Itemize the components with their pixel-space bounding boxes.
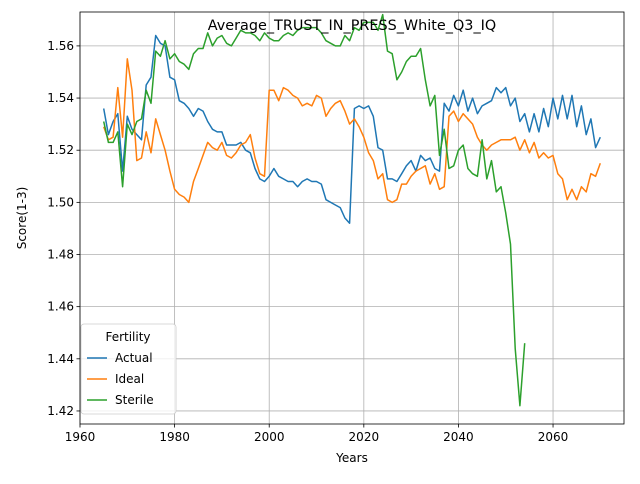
plot-frame <box>79 11 625 425</box>
y-tick-label: 1.48 <box>47 248 74 262</box>
y-tick-label: 1.56 <box>47 39 74 53</box>
y-tick-label: 1.46 <box>47 300 74 314</box>
x-tick-label: 1980 <box>159 430 190 444</box>
y-tick-label: 1.50 <box>47 195 74 209</box>
axis-ticks: 1960 1980 2000 2020 2040 2060 1.42 1.44 1.46 1.48… <box>47 39 568 444</box>
legend-box <box>80 323 177 415</box>
y-axis-label: Score(1-3) <box>15 187 29 250</box>
series-lines <box>102 13 602 407</box>
series-line-sterile <box>102 13 526 407</box>
y-tick-label: 1.52 <box>47 143 74 157</box>
y-tick-label: 1.44 <box>47 352 74 366</box>
x-tick-label: 1960 <box>65 430 96 444</box>
legend-label-ideal: Ideal <box>115 372 144 386</box>
x-tick-label: 2060 <box>538 430 569 444</box>
x-tick-label: 2000 <box>254 430 285 444</box>
legend-label-actual: Actual <box>115 351 153 365</box>
series-line-ideal <box>102 58 602 204</box>
legend-title: Fertility <box>105 330 150 344</box>
x-tick-label: 2020 <box>349 430 380 444</box>
x-tick-label: 2040 <box>443 430 474 444</box>
series-line-actual <box>102 34 601 224</box>
chart-title: Average_TRUST_IN_PRESS_White_Q3_IQ <box>208 18 496 34</box>
x-axis-label: Years <box>335 451 368 465</box>
legend: Fertility Actual Ideal Sterile <box>80 323 177 415</box>
legend-label-sterile: Sterile <box>115 393 154 407</box>
y-tick-label: 1.42 <box>47 404 74 418</box>
legend-items: Actual Ideal Sterile <box>87 351 154 407</box>
y-tick-label: 1.54 <box>47 91 74 105</box>
